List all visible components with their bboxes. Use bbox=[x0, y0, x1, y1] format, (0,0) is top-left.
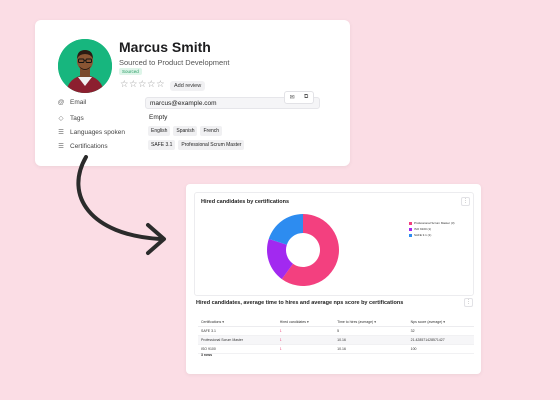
table-header-row: Certifications ▾ Hired candidates ▾ Time… bbox=[198, 318, 474, 327]
chart-title: Hired candidates by certifications bbox=[201, 199, 290, 205]
certification-chip: Professional Scrum Master bbox=[178, 140, 245, 150]
cell-hired[interactable]: 1 bbox=[276, 326, 335, 336]
legend-item: Professional Scrum Master (3) bbox=[409, 221, 455, 225]
cell-hired[interactable]: 1 bbox=[276, 344, 335, 354]
chart-legend: Professional Scrum Master (3) ISO 9100 (… bbox=[409, 221, 455, 239]
certifications-value[interactable]: SAFE 3.1 Professional Scrum Master bbox=[148, 140, 247, 150]
tag-icon: ◇ bbox=[58, 115, 64, 122]
languages-field-label: ☰ Languages spoken bbox=[58, 128, 125, 137]
more-vertical-icon[interactable]: ⋮ bbox=[464, 298, 473, 307]
legend-item: ISO 9100 (1) bbox=[409, 227, 455, 231]
table-title: Hired candidates, average time to hires … bbox=[196, 300, 404, 306]
mail-icon[interactable]: ✉ bbox=[289, 95, 295, 101]
at-icon: @ bbox=[57, 99, 65, 106]
list-icon: ☰ bbox=[58, 143, 64, 150]
cell-certification: Professional Scrum Master bbox=[198, 335, 277, 345]
cell-certification: ISO 9100 bbox=[198, 344, 277, 354]
donut-slice-2[interactable] bbox=[267, 238, 294, 280]
tags-field-label: ◇ Tags bbox=[58, 114, 84, 123]
language-chip: English bbox=[148, 126, 171, 136]
table-row: ISO 9100 1 10.16 100 bbox=[198, 344, 474, 354]
cell-nps: 32 bbox=[407, 326, 474, 336]
candidate-name: Marcus Smith bbox=[119, 39, 211, 55]
certifications-table: Certifications ▾ Hired candidates ▾ Time… bbox=[198, 318, 474, 354]
tags-value[interactable]: Empty bbox=[149, 114, 168, 121]
cell-time-to-hire: 5 bbox=[334, 326, 408, 336]
avatar-person-image bbox=[58, 39, 112, 93]
chart-panel: Hired candidates by certifications ⋮ Pro… bbox=[194, 192, 474, 296]
flow-arrow bbox=[76, 155, 166, 255]
rows-count: 3 rows bbox=[201, 353, 213, 357]
donut-chart bbox=[267, 214, 339, 286]
cell-certification: SAFE 3.1 bbox=[198, 326, 277, 336]
table-row: Professional Scrum Master 1 10.16 21.428… bbox=[198, 335, 474, 345]
legend-swatch bbox=[409, 221, 412, 225]
legend-swatch bbox=[409, 227, 412, 231]
rating-stars[interactable]: ☆☆☆☆☆ bbox=[120, 79, 166, 90]
list-icon: ☰ bbox=[58, 129, 64, 136]
cell-time-to-hire: 10.16 bbox=[334, 335, 408, 345]
legend-item: SAFE 3.1 (1) bbox=[409, 233, 455, 237]
email-field[interactable]: marcus@example.com bbox=[145, 97, 320, 109]
column-header-certifications[interactable]: Certifications ▾ bbox=[198, 318, 277, 327]
certifications-field-label: ☰ Certifications bbox=[58, 142, 108, 151]
candidate-subtitle: Sourced to Product Development bbox=[119, 58, 230, 67]
donut-slice-3[interactable] bbox=[268, 214, 303, 245]
more-vertical-icon[interactable]: ⋮ bbox=[461, 197, 470, 206]
language-chip: French bbox=[200, 126, 223, 136]
analytics-card: Hired candidates by certifications ⋮ Pro… bbox=[186, 184, 481, 374]
cell-time-to-hire: 10.16 bbox=[334, 344, 408, 354]
donut-slice-1[interactable] bbox=[281, 214, 339, 286]
candidate-profile-card: Marcus Smith Sourced to Product Developm… bbox=[35, 20, 350, 166]
table-row: SAFE 3.1 1 5 32 bbox=[198, 326, 474, 336]
status-badge: Sourced bbox=[119, 68, 142, 75]
column-header-time-to-hires[interactable]: Time to hires (average) ▾ bbox=[334, 318, 408, 327]
avatar bbox=[58, 39, 112, 93]
email-actions: ✉ ⧉ bbox=[284, 91, 314, 104]
language-chip: Spanish bbox=[173, 126, 198, 136]
add-review-button[interactable]: Add review bbox=[170, 81, 206, 91]
column-header-nps-score[interactable]: Nps score (average) ▾ bbox=[407, 318, 474, 327]
languages-value[interactable]: English Spanish French bbox=[148, 126, 225, 136]
column-header-hired-candidates[interactable]: Hired candidates ▾ bbox=[276, 318, 335, 327]
copy-icon[interactable]: ⧉ bbox=[304, 94, 309, 100]
cell-hired[interactable]: 1 bbox=[276, 335, 335, 345]
cell-nps: 100 bbox=[407, 344, 474, 354]
legend-swatch bbox=[409, 233, 412, 237]
certification-chip: SAFE 3.1 bbox=[148, 140, 176, 150]
cell-nps: 21.428571428571427 bbox=[407, 335, 474, 345]
email-field-label: @ Email bbox=[57, 99, 87, 106]
